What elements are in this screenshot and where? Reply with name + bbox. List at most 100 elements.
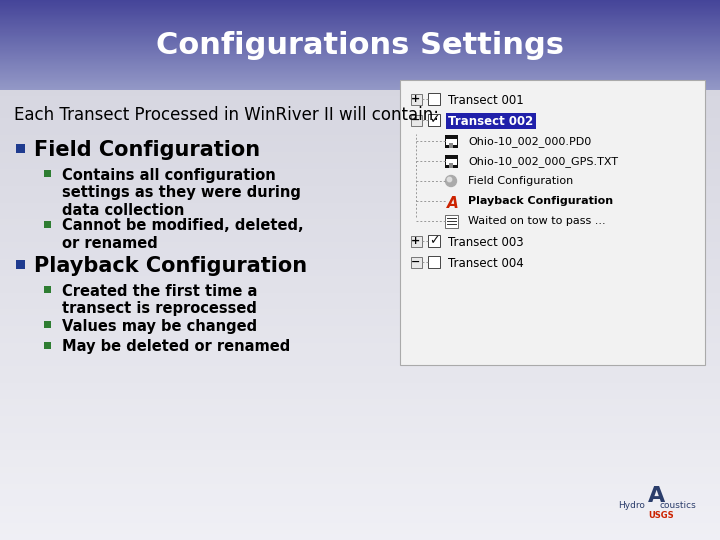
Bar (44, 286, 51, 293)
Text: Playback Configuration: Playback Configuration (468, 196, 613, 206)
Bar (0, 242, 720, 247)
Bar (0, 535, 720, 540)
Bar (0, 10, 720, 11)
Text: Contains all configuration
settings as they were during
data collection: Contains all configuration settings as t… (62, 168, 301, 218)
Bar (0, 71, 720, 72)
Text: Hydro: Hydro (618, 501, 645, 510)
Bar (0, 23, 720, 24)
Bar (0, 287, 720, 293)
Bar (428, 114, 440, 126)
Bar (0, 47, 720, 49)
Bar (0, 11, 720, 12)
Bar (0, 191, 720, 197)
Bar (0, 146, 720, 152)
Bar (0, 410, 720, 416)
Bar (444, 154, 457, 167)
Bar (0, 78, 720, 79)
Bar (0, 270, 720, 275)
Bar (0, 28, 720, 29)
Bar (0, 96, 720, 102)
Bar (0, 444, 720, 450)
Bar (0, 197, 720, 202)
Bar (0, 186, 720, 191)
Text: −: − (411, 115, 420, 125)
Bar (0, 237, 720, 242)
Bar (44, 321, 51, 328)
Text: May be deleted or renamed: May be deleted or renamed (62, 339, 290, 354)
Bar (0, 202, 720, 208)
Bar (0, 484, 720, 489)
Bar (16, 260, 25, 268)
Bar (0, 495, 720, 501)
Circle shape (447, 177, 451, 181)
Bar (0, 315, 720, 321)
Bar (0, 46, 720, 47)
Bar (0, 467, 720, 472)
Bar (0, 3, 720, 4)
Bar (0, 83, 720, 84)
Bar (0, 27, 720, 28)
Bar (0, 214, 720, 219)
Bar (0, 38, 720, 39)
Bar (0, 5, 720, 6)
Bar (0, 382, 720, 388)
Bar (0, 22, 720, 23)
Bar (0, 60, 720, 62)
Bar (0, 37, 720, 38)
Bar (0, 135, 720, 140)
Bar (0, 77, 720, 78)
Text: A: A (447, 196, 459, 211)
Bar (0, 84, 720, 85)
Bar (44, 221, 51, 228)
Bar (0, 428, 720, 433)
Bar (0, 18, 720, 19)
Bar (0, 15, 720, 16)
Bar (0, 231, 720, 237)
Bar (0, 349, 720, 354)
Bar (0, 81, 720, 82)
Bar (446, 139, 456, 145)
Bar (0, 372, 720, 377)
Bar (0, 82, 720, 83)
Bar (0, 55, 720, 56)
Bar (0, 36, 720, 37)
Bar (0, 53, 720, 54)
Bar (0, 219, 720, 225)
Bar (428, 235, 440, 247)
Bar (0, 472, 720, 478)
Bar (0, 478, 720, 484)
Bar (0, 2, 720, 3)
Bar (0, 65, 720, 66)
Bar (0, 1, 720, 2)
Bar (446, 113, 536, 129)
Bar (0, 253, 720, 259)
Text: Configurations Settings: Configurations Settings (156, 30, 564, 59)
Bar (410, 114, 421, 125)
Bar (0, 501, 720, 507)
Bar (400, 80, 705, 365)
Bar (410, 256, 421, 267)
Bar (0, 174, 720, 180)
Bar (410, 235, 421, 246)
Bar (0, 72, 720, 73)
Bar (0, 377, 720, 382)
Bar (0, 16, 720, 17)
Bar (0, 225, 720, 231)
Circle shape (446, 176, 456, 186)
Bar (0, 8, 720, 9)
Bar (0, 118, 720, 124)
Bar (0, 85, 720, 86)
Text: Field Configuration: Field Configuration (468, 176, 573, 186)
Bar (0, 44, 720, 45)
Text: Waited on tow to pass ...: Waited on tow to pass ... (468, 216, 606, 226)
Bar (0, 33, 720, 35)
Bar (0, 422, 720, 428)
Bar (0, 298, 720, 303)
Bar (16, 144, 25, 153)
Text: Ohio-10_002_000.PD0: Ohio-10_002_000.PD0 (468, 136, 591, 147)
Bar (0, 456, 720, 461)
Bar (0, 517, 720, 523)
Bar (0, 17, 720, 18)
Bar (0, 86, 720, 87)
Bar (0, 321, 720, 326)
